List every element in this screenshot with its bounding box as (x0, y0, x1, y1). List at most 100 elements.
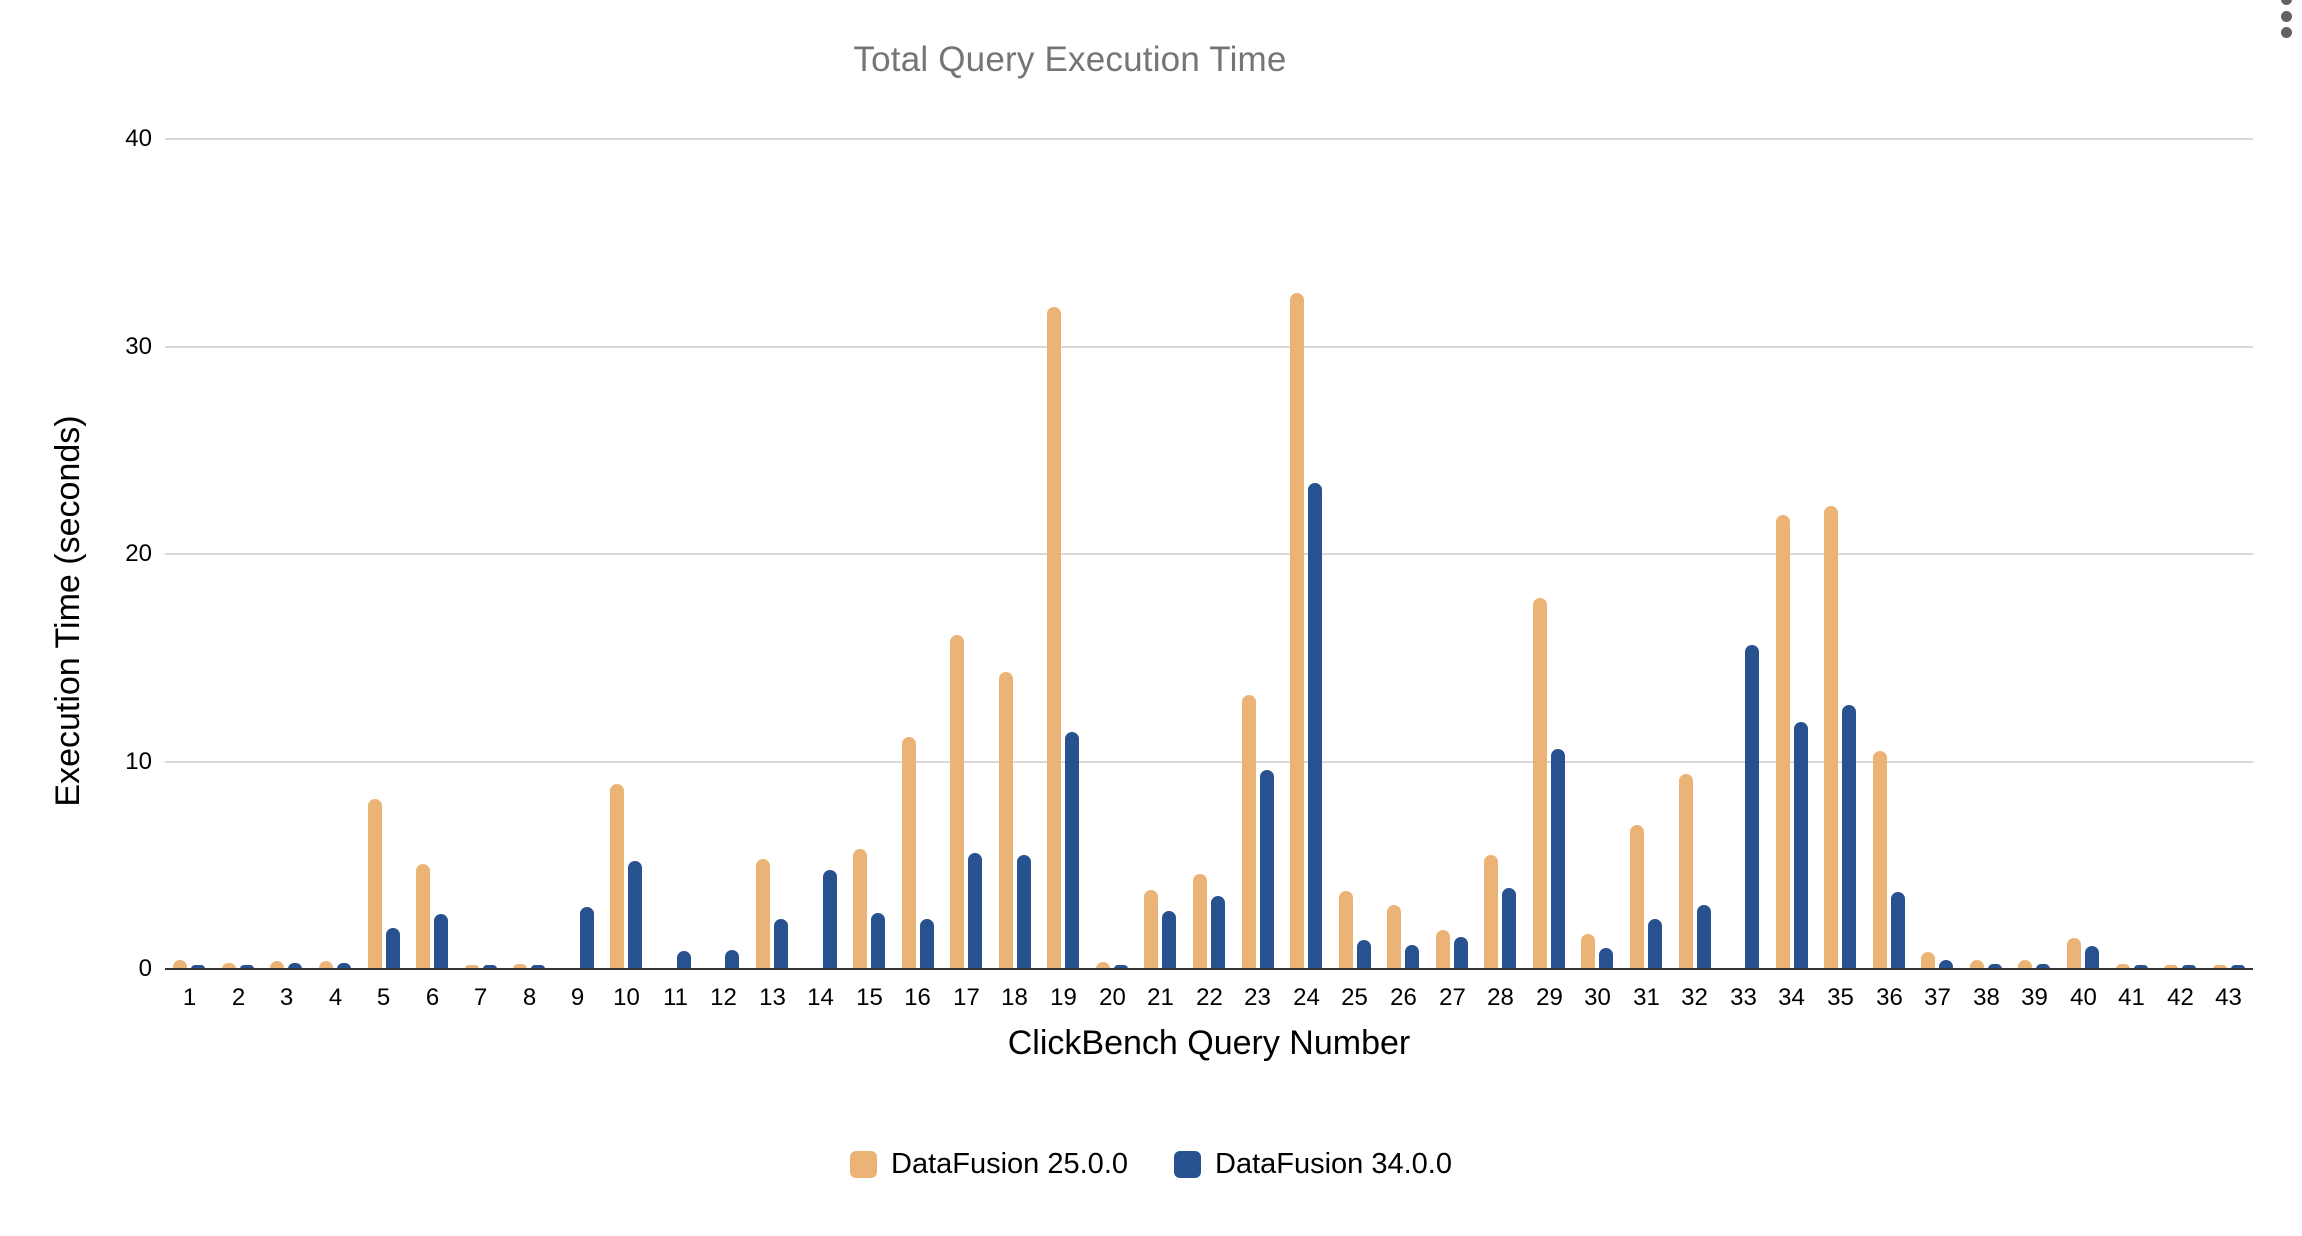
y-tick-label: 20 (125, 540, 152, 567)
bar-series2-q42[interactable] (2182, 965, 2196, 969)
x-tick-label: 42 (2167, 984, 2194, 1011)
bar-series1-q36[interactable] (1873, 751, 1887, 969)
bar-series2-q38[interactable] (1988, 964, 2002, 969)
bar-series2-q34[interactable] (1794, 722, 1808, 969)
x-tick-label: 26 (1390, 984, 1417, 1011)
bar-series2-q40[interactable] (2085, 946, 2099, 969)
bar-series2-q11[interactable] (677, 951, 691, 969)
bar-series1-q35[interactable] (1824, 506, 1838, 969)
bar-series2-q27[interactable] (1454, 937, 1468, 969)
bar-series2-q9[interactable] (580, 907, 594, 969)
bar-series1-q20[interactable] (1096, 962, 1110, 969)
bar-series2-q14[interactable] (823, 870, 837, 969)
bar-series1-q38[interactable] (1970, 960, 1984, 969)
bar-series1-q3[interactable] (270, 961, 284, 969)
bar-series2-q3[interactable] (288, 963, 302, 969)
bar-series1-q34[interactable] (1776, 515, 1790, 969)
x-tick-label: 32 (1681, 984, 1708, 1011)
bar-series1-q15[interactable] (853, 849, 867, 969)
bar-series2-q20[interactable] (1114, 965, 1128, 969)
bar-series1-q27[interactable] (1436, 930, 1450, 969)
bar-series2-q12[interactable] (725, 950, 739, 969)
bar-series2-q17[interactable] (968, 853, 982, 969)
bar-series1-q40[interactable] (2067, 938, 2081, 969)
x-tick-label: 1 (182, 984, 197, 1011)
bar-series2-q15[interactable] (871, 913, 885, 969)
legend-item-series1[interactable]: DataFusion 25.0.0 (850, 1148, 1128, 1181)
bar-series2-q43[interactable] (2231, 965, 2245, 969)
bar-series1-q24[interactable] (1290, 293, 1304, 969)
bar-series1-q17[interactable] (950, 635, 964, 969)
bar-series2-q41[interactable] (2134, 965, 2148, 969)
bar-series1-q18[interactable] (999, 672, 1013, 969)
x-tick-label: 22 (1196, 984, 1223, 1011)
bar-series2-q18[interactable] (1017, 855, 1031, 969)
bar-series1-q5[interactable] (368, 799, 382, 969)
bar-series1-q41[interactable] (2116, 964, 2130, 969)
bar-series2-q29[interactable] (1551, 749, 1565, 969)
bar-series2-q13[interactable] (774, 919, 788, 969)
bar-series2-q7[interactable] (483, 965, 497, 969)
bar-series2-q36[interactable] (1891, 892, 1905, 969)
bar-series2-q22[interactable] (1211, 896, 1225, 969)
kebab-menu-icon[interactable] (2274, 0, 2298, 38)
bar-series2-q37[interactable] (1939, 960, 1953, 969)
bar-series1-q22[interactable] (1193, 874, 1207, 969)
bar-series2-q31[interactable] (1648, 919, 1662, 969)
bar-series1-q23[interactable] (1242, 695, 1256, 969)
bar-series2-q24[interactable] (1308, 483, 1322, 969)
bar-series1-q16[interactable] (902, 737, 916, 969)
legend-label: DataFusion 25.0.0 (891, 1148, 1128, 1180)
x-tick-label: 39 (2021, 984, 2048, 1011)
bar-series1-q31[interactable] (1630, 825, 1644, 969)
bar-series2-q10[interactable] (628, 861, 642, 969)
bar-series1-q19[interactable] (1047, 307, 1061, 969)
x-tick-label: 30 (1584, 984, 1611, 1011)
bar-series1-q37[interactable] (1921, 952, 1935, 969)
bar-series2-q5[interactable] (386, 928, 400, 969)
bar-series2-q23[interactable] (1260, 770, 1274, 969)
bar-series2-q33[interactable] (1745, 645, 1759, 969)
bar-series1-q32[interactable] (1679, 774, 1693, 969)
menu-dot (2280, 27, 2292, 38)
bar-series1-q6[interactable] (416, 864, 430, 969)
bar-series1-q21[interactable] (1144, 890, 1158, 969)
bar-series1-q28[interactable] (1484, 855, 1498, 969)
bar-series2-q19[interactable] (1065, 732, 1079, 969)
bar-series1-q29[interactable] (1533, 598, 1547, 969)
bar-series1-q43[interactable] (2213, 965, 2227, 969)
bar-series1-q2[interactable] (222, 963, 236, 969)
bar-series2-q2[interactable] (240, 965, 254, 969)
bar-series2-q1[interactable] (191, 965, 205, 969)
bar-series2-q28[interactable] (1502, 888, 1516, 969)
legend-item-series2[interactable]: DataFusion 34.0.0 (1174, 1148, 1452, 1181)
bar-series2-q32[interactable] (1697, 905, 1711, 969)
bar-series2-q21[interactable] (1162, 911, 1176, 969)
bar-series2-q4[interactable] (337, 963, 351, 969)
bar-series1-q30[interactable] (1581, 934, 1595, 969)
x-tick-label: 40 (2070, 984, 2097, 1011)
bar-series2-q35[interactable] (1842, 705, 1856, 969)
bar-series1-q7[interactable] (465, 965, 479, 969)
bar-series1-q26[interactable] (1387, 905, 1401, 969)
bar-series2-q16[interactable] (920, 919, 934, 969)
bar-series2-q30[interactable] (1599, 948, 1613, 969)
bar-series1-q1[interactable] (173, 960, 187, 969)
bar-series1-q13[interactable] (756, 859, 770, 969)
y-tick-label: 10 (125, 747, 152, 775)
bar-series1-q39[interactable] (2018, 960, 2032, 969)
bar-series1-q10[interactable] (610, 784, 624, 969)
x-tick-label: 23 (1244, 984, 1271, 1011)
bar-series2-q26[interactable] (1405, 945, 1419, 969)
bar-series1-q42[interactable] (2164, 965, 2178, 969)
bar-series1-q25[interactable] (1339, 891, 1353, 969)
gridline (165, 138, 2253, 140)
bar-series2-q39[interactable] (2036, 964, 2050, 969)
bar-series1-q4[interactable] (319, 961, 333, 969)
bar-series2-q8[interactable] (531, 965, 545, 969)
x-tick-label: 41 (2118, 984, 2145, 1011)
y-tick-label: 40 (125, 125, 152, 152)
bar-series2-q6[interactable] (434, 914, 448, 969)
bar-series2-q25[interactable] (1357, 940, 1371, 969)
bar-series1-q8[interactable] (513, 964, 527, 969)
